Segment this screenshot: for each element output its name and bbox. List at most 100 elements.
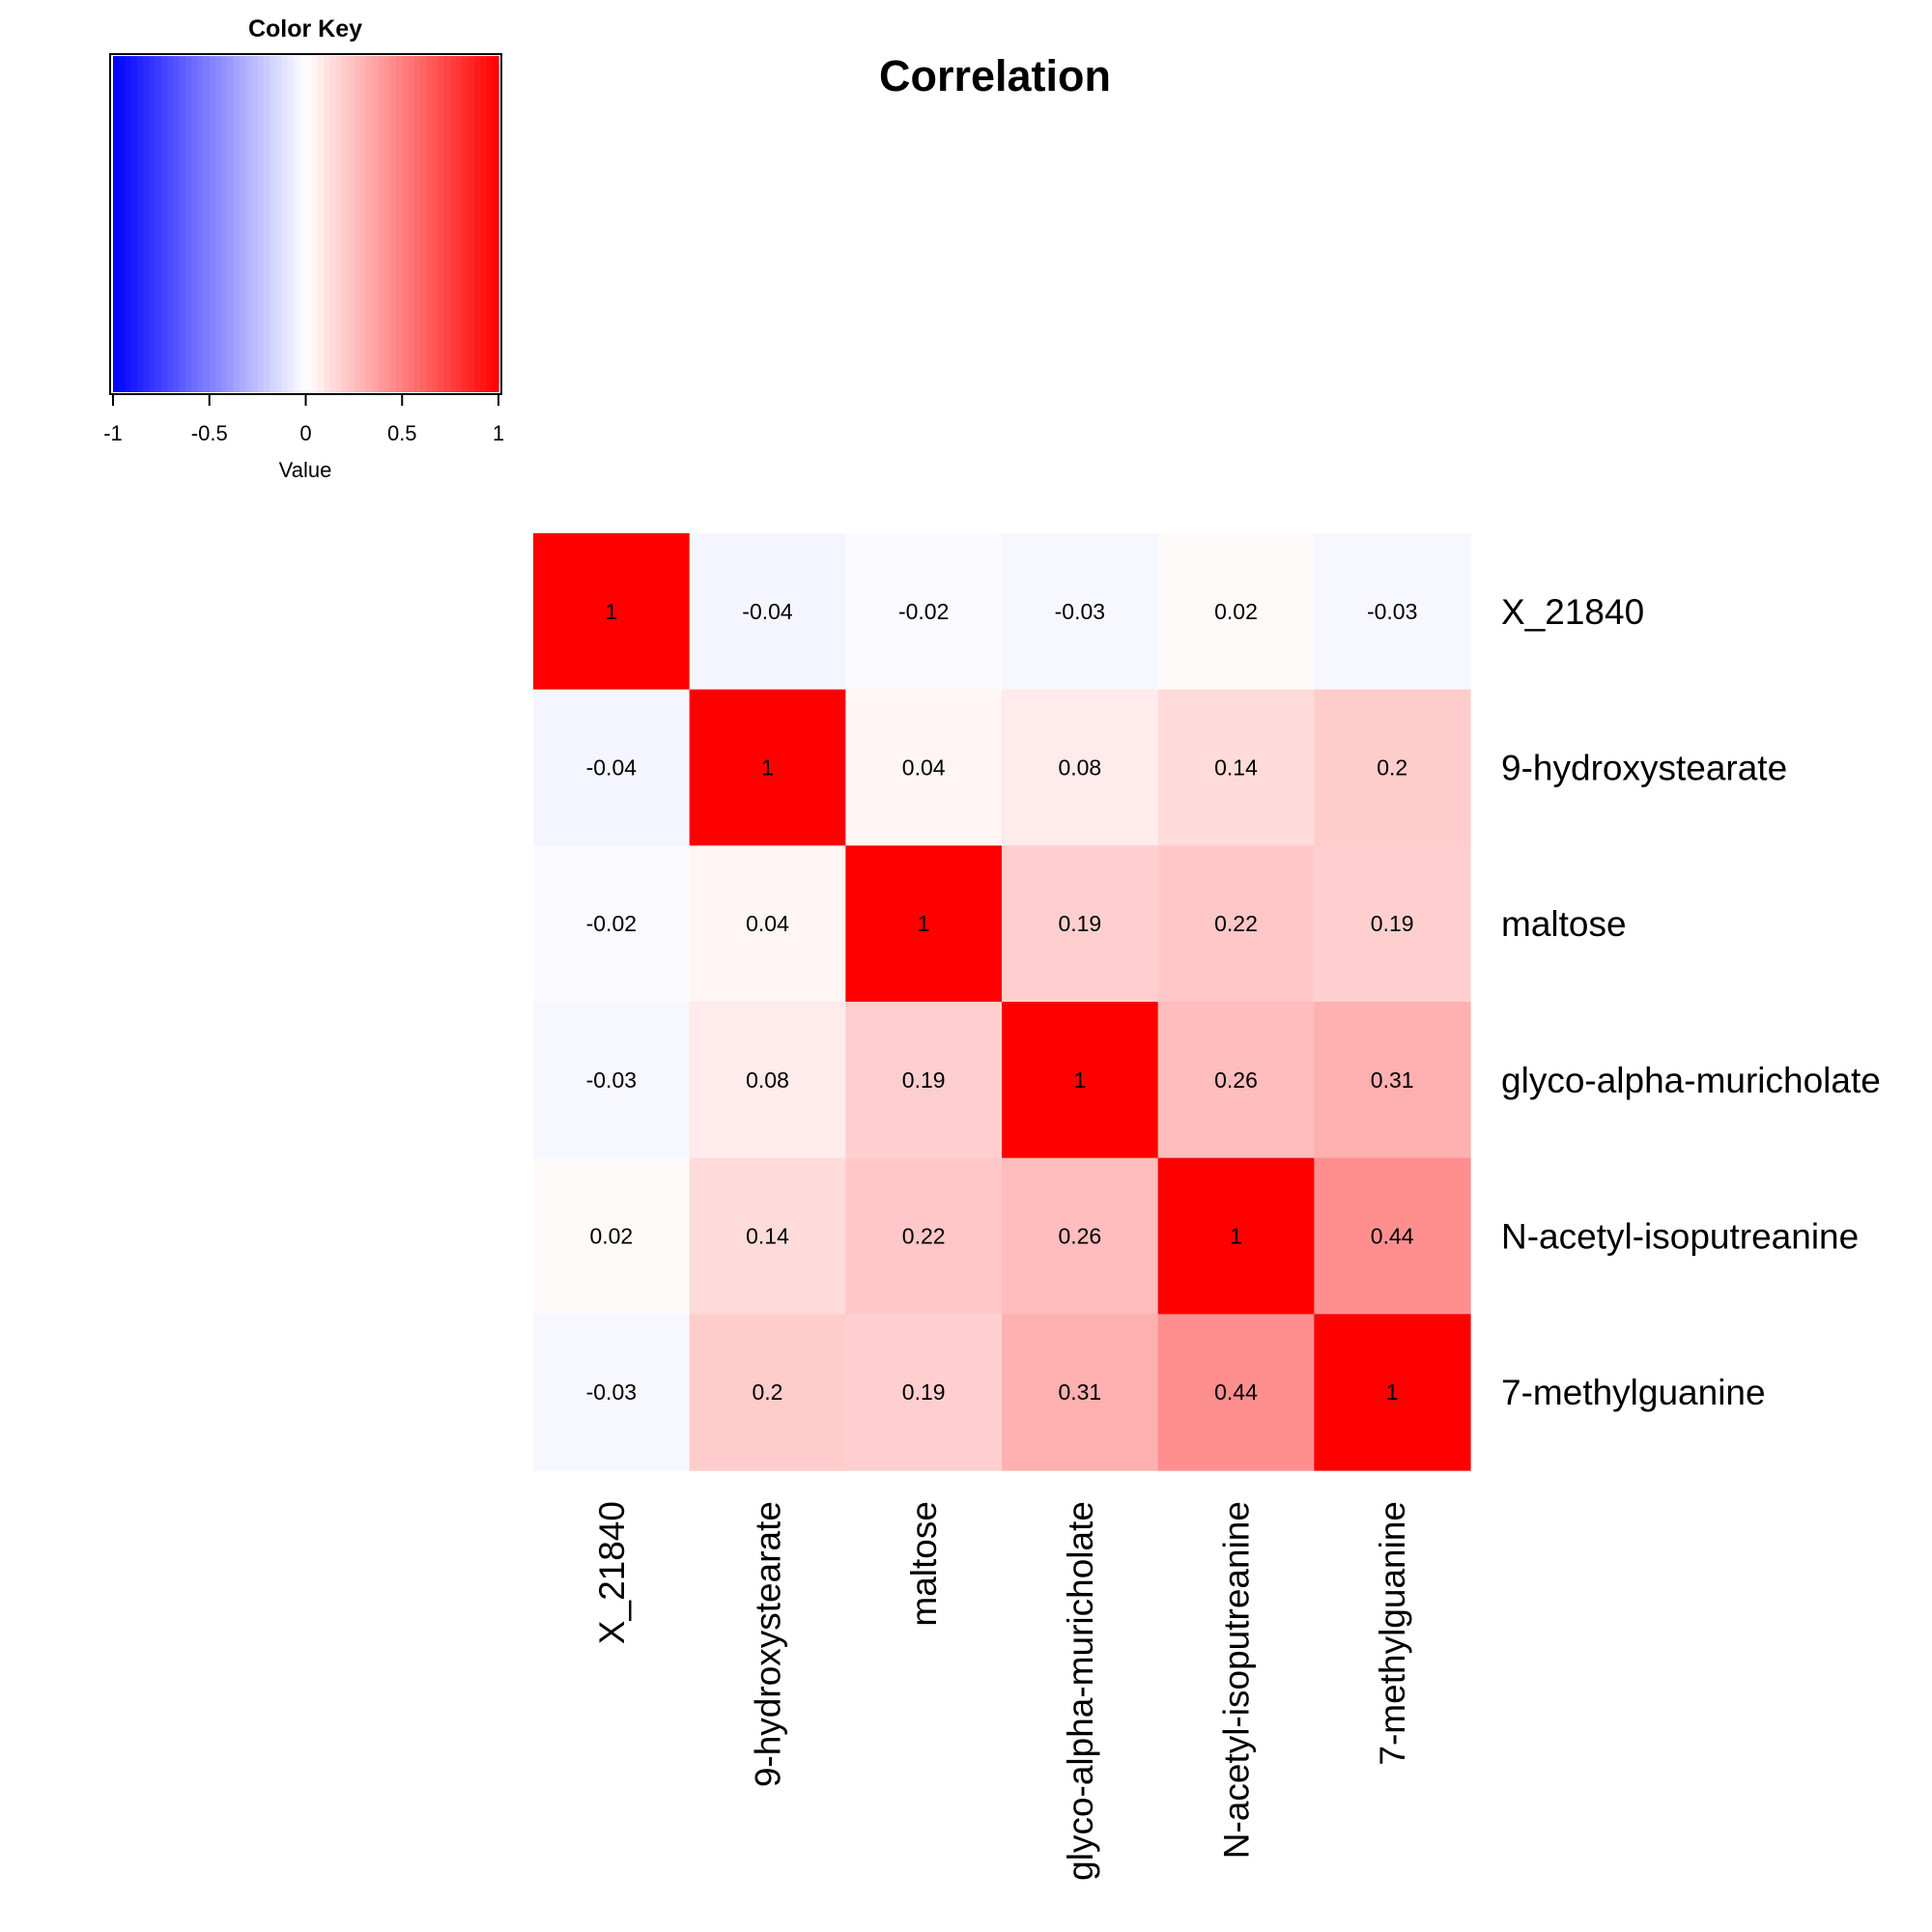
heatmap-cell: [533, 689, 691, 846]
color-key-strip: [197, 56, 205, 392]
heatmap-cell: [1157, 689, 1315, 846]
heatmap-cell: [533, 1314, 691, 1471]
color-key-strip: [450, 56, 457, 392]
color-key-strip: [281, 56, 289, 392]
color-key-strip: [136, 56, 144, 392]
color-key-tick-label: -1: [103, 421, 123, 445]
heatmap-cell-label: 0.26: [1058, 1224, 1101, 1249]
color-key-strip: [227, 56, 235, 392]
color-key-strip: [167, 56, 174, 392]
color-key-strip: [359, 56, 367, 392]
color-key-strip: [239, 56, 246, 392]
heatmap-cell: [1002, 689, 1159, 846]
row-label-maltose: maltose: [1501, 904, 1627, 944]
heatmap-cell: [845, 533, 1003, 691]
column-labels: X_21840 9-hydroxystearate maltose glyco-alp…: [592, 1501, 1412, 1881]
heatmap-cell-label: 0.08: [1058, 755, 1101, 781]
color-key-strip: [384, 56, 391, 392]
heatmap-cell-label: 1: [761, 755, 774, 781]
heatmap-cell: [689, 1157, 846, 1315]
color-key-strip: [354, 56, 361, 392]
heatmap-cell-labels: 1 -0.04 -0.02 -0.03 0.02 -0.03 -0.04 1 0.04 0.08 0…: [586, 599, 1418, 1405]
color-key-strip: [270, 56, 276, 392]
heatmap-cell-label: -0.03: [586, 1067, 637, 1093]
color-key-title: Color Key: [248, 15, 362, 43]
color-key-strip: [221, 56, 229, 392]
heatmap-cell: [533, 1002, 691, 1159]
color-key-strip: [389, 56, 397, 392]
heatmap-cell-label: 1: [1230, 1224, 1242, 1249]
color-key-strip: [160, 56, 168, 392]
heatmap-cell-label: 1: [1073, 1067, 1086, 1093]
color-key-strip: [486, 56, 494, 392]
color-key-strip: [365, 56, 373, 392]
row-label-7-methylguanine: 7-methylguanine: [1501, 1373, 1766, 1412]
color-key-strip: [287, 56, 295, 392]
color-key-axis: -1 -0.5 0 0.5 1: [103, 393, 504, 445]
color-key-strip: [329, 56, 337, 392]
heatmap-cell-label: 0.04: [902, 755, 946, 781]
heatmap-cell-label: 0.19: [902, 1379, 946, 1405]
color-key-strip: [419, 56, 427, 392]
color-key-strip: [408, 56, 415, 392]
heatmap-cell-label: 0.04: [746, 911, 789, 936]
heatmap-cell-label: 0.19: [902, 1067, 946, 1093]
heatmap-cell-label: 0.44: [1371, 1224, 1414, 1249]
color-key-strip: [474, 56, 481, 392]
heatmap-cell: [1314, 845, 1471, 1003]
color-key-strip: [263, 56, 270, 392]
color-key-strip: [113, 56, 120, 392]
chart-title: Correlation: [879, 51, 1111, 100]
heatmap-cell: [845, 1157, 1003, 1315]
color-key-strip: [130, 56, 138, 392]
color-key-strip: [214, 56, 222, 392]
column-label-x-21840: X_21840: [592, 1501, 632, 1644]
color-key-strip: [468, 56, 475, 392]
color-key-strip: [191, 56, 198, 392]
heatmap-cell-label: 0.2: [1377, 755, 1407, 781]
heatmap-cell: [533, 1157, 691, 1315]
heatmap-cell-label: 0.02: [1214, 599, 1258, 624]
color-key-strip: [492, 56, 499, 392]
heatmap-cell-label: 0.31: [1371, 1067, 1414, 1093]
heatmap-cell: [689, 1314, 846, 1471]
heatmap-cell-label: 1: [918, 911, 930, 936]
heatmap-cell: [1314, 1314, 1471, 1471]
heatmap-cell: [689, 689, 846, 846]
column-label-maltose: maltose: [904, 1501, 944, 1627]
color-key-strip: [125, 56, 132, 392]
heatmap-cell: [533, 533, 691, 691]
row-label-glyco-alpha-muricholate: glyco-alpha-muricholate: [1501, 1061, 1881, 1100]
color-key-strip: [480, 56, 488, 392]
color-key-strip: [456, 56, 464, 392]
heatmap-cell: [1157, 533, 1315, 691]
heatmap-cell: [1002, 533, 1159, 691]
color-key: Color Key -1 -0.5 0 0.5 1 Value: [103, 15, 504, 482]
color-key-xlabel: Value: [279, 458, 332, 482]
heatmap-cell-label: -0.02: [586, 911, 637, 936]
column-label-n-acetyl-isoputreanine: N-acetyl-isoputreanine: [1217, 1501, 1257, 1859]
color-key-strip: [185, 56, 192, 392]
heatmap-cell-label: 0.22: [902, 1224, 946, 1249]
row-labels: X_21840 9-hydroxystearate maltose glyco-alp…: [1501, 592, 1881, 1412]
heatmap-cell: [1002, 1314, 1159, 1471]
color-key-tick-label: 1: [493, 421, 504, 445]
heatmap-cell: [1314, 1002, 1471, 1159]
color-key-tick-label: 0.5: [387, 421, 417, 445]
color-key-strip: [305, 56, 313, 392]
color-key-strip: [155, 56, 162, 392]
color-key-strip: [299, 56, 307, 392]
color-key-strip: [143, 56, 150, 392]
color-key-strip: [462, 56, 469, 392]
color-key-strip: [413, 56, 421, 392]
row-label-x-21840: X_21840: [1501, 592, 1644, 632]
color-key-strip: [203, 56, 211, 392]
heatmap-cell-label: 0.19: [1058, 911, 1101, 936]
heatmap-cell-label: -0.03: [1055, 599, 1105, 624]
heatmap-cells: [533, 533, 1471, 1471]
color-key-strip: [378, 56, 385, 392]
heatmap-cell-label: 0.2: [753, 1379, 783, 1405]
heatmap-cell: [689, 845, 846, 1003]
heatmap-cell: [1002, 845, 1159, 1003]
